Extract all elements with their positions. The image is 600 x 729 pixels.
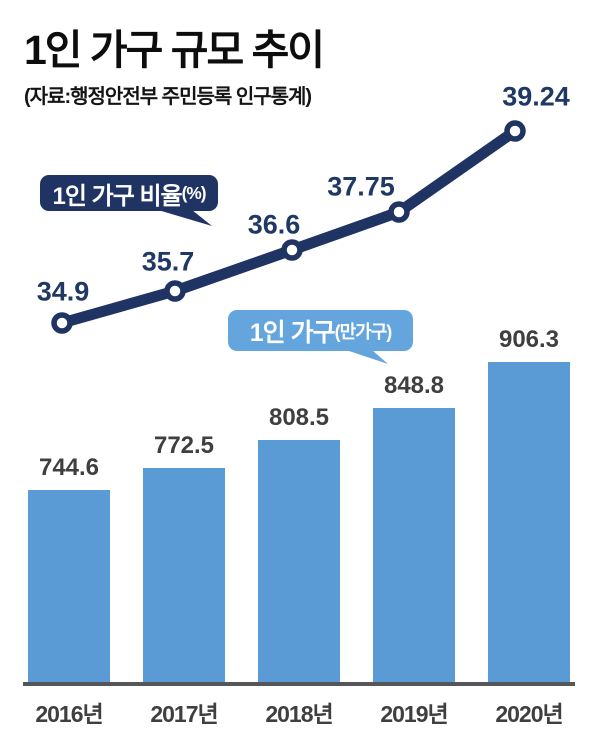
line-point-label: 39.24: [502, 81, 570, 112]
bar-2020년: [488, 362, 570, 682]
line-point-label: 37.75: [327, 171, 395, 202]
line-point-label: 36.6: [247, 209, 301, 240]
speech-tail-icon: [158, 210, 212, 226]
data-point-marker: [388, 201, 410, 223]
x-axis-line: [23, 682, 575, 686]
line-point-label: 35.7: [141, 246, 195, 277]
x-axis-label: 2016년: [35, 701, 103, 727]
bar-value-label: 808.5: [268, 404, 330, 431]
data-point-marker: [281, 239, 303, 261]
x-axis-label: 2020년: [495, 701, 563, 727]
data-point-marker: [504, 120, 526, 142]
page-title: 1인 가구 규모 추이: [24, 27, 325, 73]
speech-tail-icon: [346, 350, 388, 364]
x-axis-label: 2017년: [150, 701, 218, 727]
bar-series-badge: 1인 가구 (만가구): [228, 310, 413, 364]
bar-value-label: 848.8: [383, 372, 445, 399]
bar-series-badge-label: 1인 가구: [249, 318, 336, 347]
data-point-marker: [164, 280, 186, 302]
bar-2019년: [373, 408, 455, 682]
bar-2017년: [143, 468, 225, 682]
bar-value-label: 906.3: [498, 326, 560, 353]
bar-value-label: 772.5: [153, 432, 215, 459]
x-axis-label: 2018년: [265, 701, 333, 727]
bar-2018년: [258, 440, 340, 682]
line-series-badge-unit: (%): [181, 182, 207, 203]
line-series-badge: 1인 가구 비율 (%): [40, 175, 218, 226]
x-axis-label: 2019년: [380, 701, 448, 727]
bar-2016년: [28, 490, 110, 682]
source-note: (자료:행정안전부 주민등록 인구통계): [24, 86, 312, 108]
data-point-marker: [51, 312, 73, 334]
line-point-label: 34.9: [36, 276, 90, 307]
bar-series-badge-unit: (만가구): [334, 321, 393, 342]
line-series-badge-label: 1인 가구 비율: [52, 182, 183, 210]
bar-value-label: 744.6: [38, 454, 100, 481]
